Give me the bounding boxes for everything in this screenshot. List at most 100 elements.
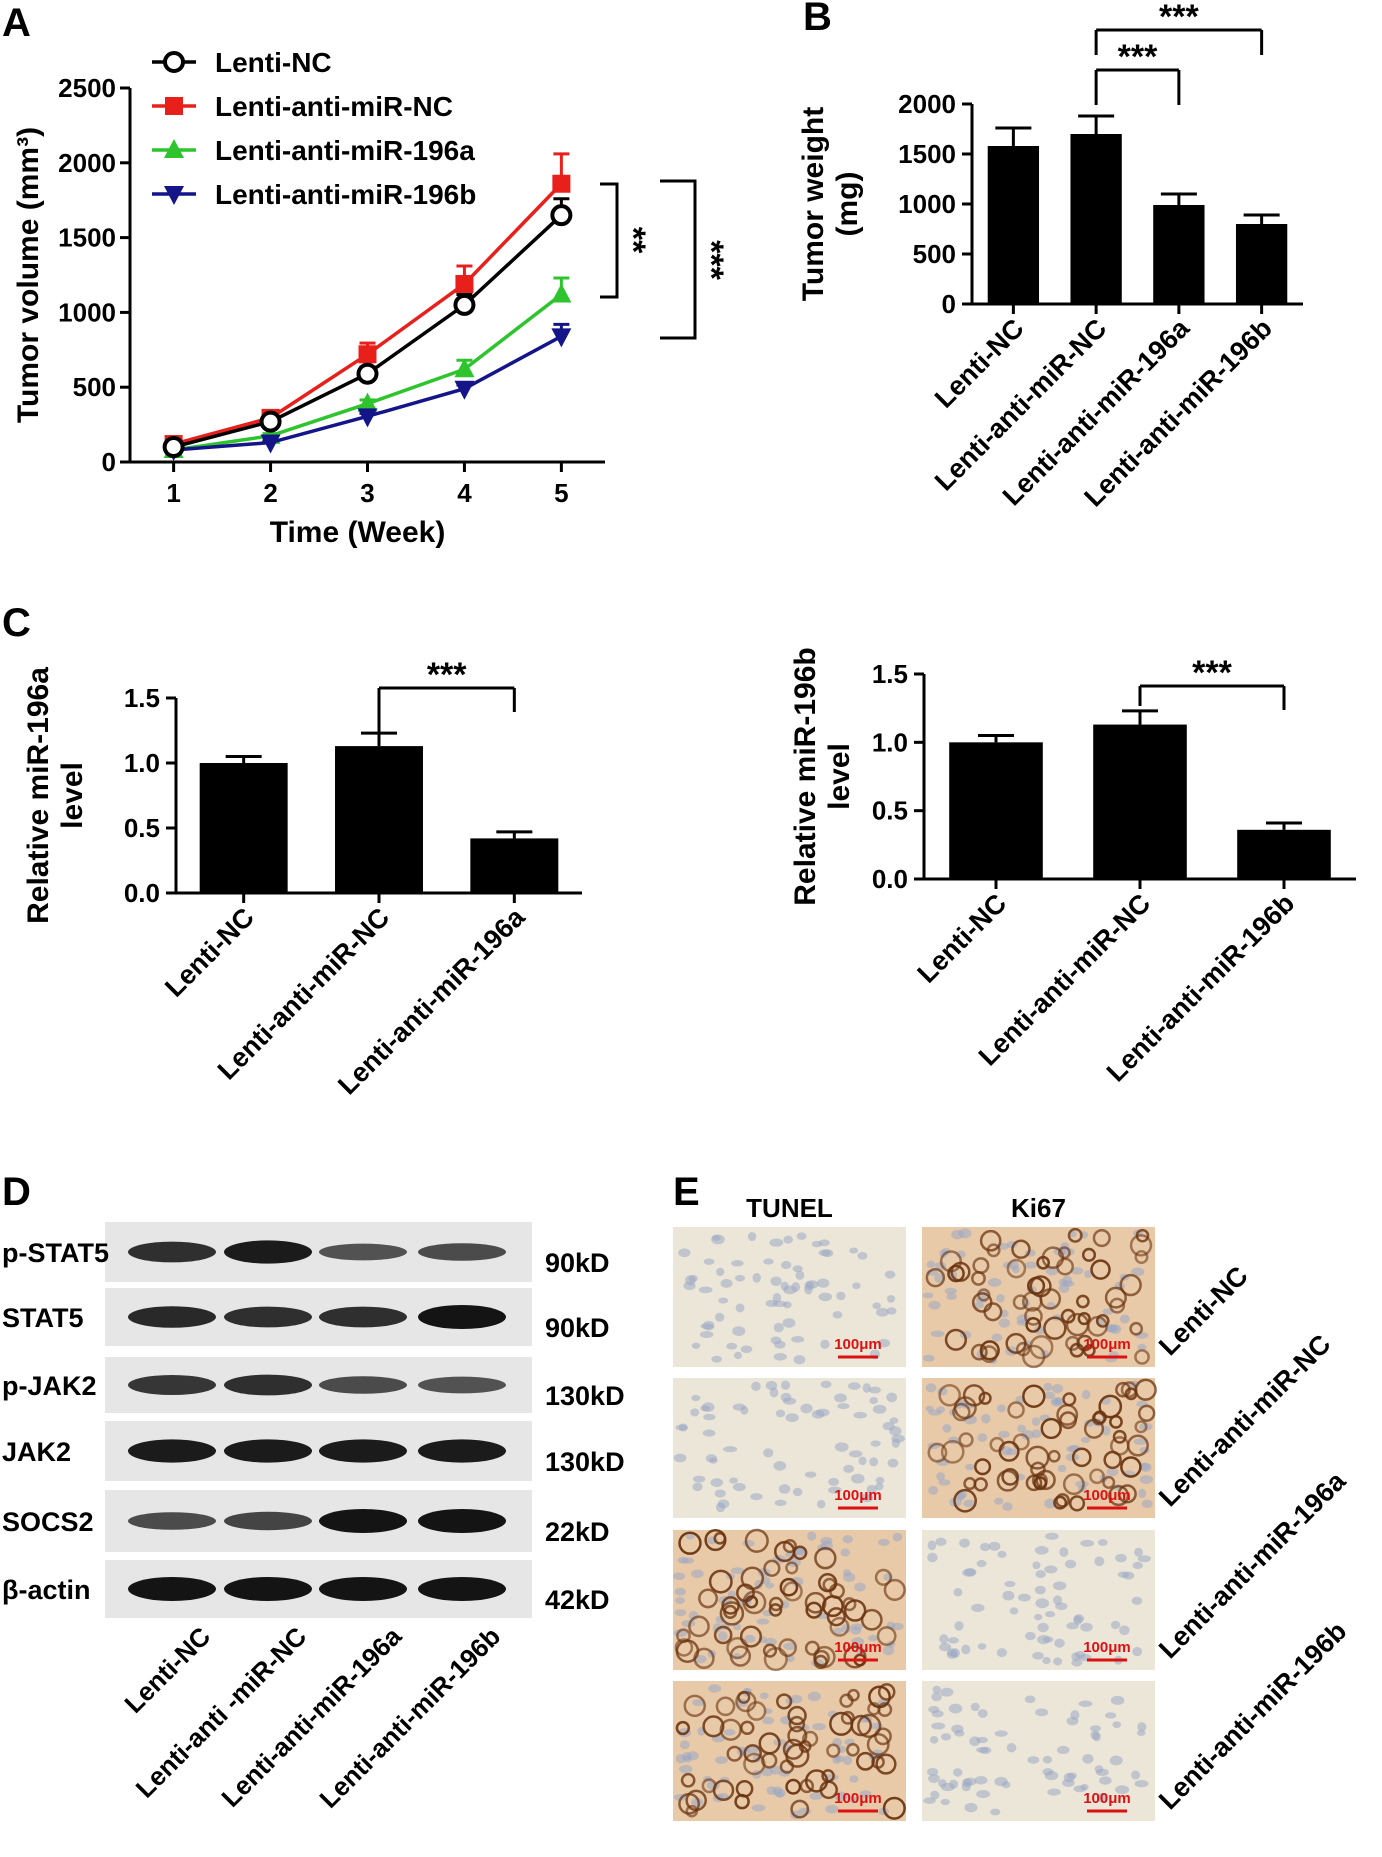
blot-band (128, 1439, 216, 1463)
stained-cell (829, 1616, 850, 1637)
nucleus (1066, 1622, 1079, 1630)
nucleus (1115, 1785, 1130, 1795)
nucleus (747, 1232, 757, 1242)
nucleus (1004, 1580, 1016, 1588)
nucleus (800, 1403, 813, 1414)
nucleus (1119, 1314, 1130, 1324)
nucleus (996, 1404, 1006, 1413)
nucleus (807, 1531, 817, 1541)
blot-band (319, 1243, 407, 1261)
stained-cell (1119, 1273, 1142, 1297)
stained-cell (788, 1715, 806, 1733)
nucleus (732, 1403, 746, 1411)
stained-cell (973, 1477, 988, 1492)
stained-cell (998, 1440, 1020, 1462)
nucleus (774, 1499, 787, 1506)
nucleus (795, 1270, 805, 1280)
nucleus (783, 1285, 797, 1295)
stained-cell (805, 1601, 823, 1619)
nucleus (773, 1352, 787, 1361)
stained-cell (804, 1591, 827, 1614)
nucleus (860, 1493, 874, 1503)
nucleus (818, 1292, 833, 1302)
x-tick-label: 4 (457, 478, 472, 508)
nucleus (990, 1808, 1001, 1816)
stained-cell (828, 1583, 845, 1600)
nucleus (884, 1270, 896, 1279)
nucleus (1131, 1596, 1143, 1605)
nucleus (690, 1408, 700, 1417)
nucleus (998, 1430, 1010, 1439)
nucleus (1134, 1780, 1149, 1788)
nucleus (994, 1730, 1008, 1737)
stained-cell (944, 1328, 968, 1351)
protein-label: STAT5 (2, 1303, 84, 1333)
y-tick-label: 0.0 (872, 864, 908, 894)
stained-cell (779, 1759, 795, 1774)
nucleus (1112, 1721, 1122, 1729)
nucleus (929, 1736, 939, 1744)
stained-cell (726, 1745, 743, 1762)
nucleus (842, 1535, 853, 1544)
nucleus (922, 1292, 934, 1299)
panel-labels: A B C D E (2, 0, 832, 1214)
y-tick-label: 0 (102, 447, 116, 477)
y-tick-label: 1.0 (124, 748, 160, 778)
blot-band (319, 1577, 407, 1601)
nucleus (681, 1752, 692, 1761)
nucleus (927, 1540, 937, 1551)
nucleus (928, 1409, 942, 1416)
nucleus (851, 1473, 865, 1484)
nucleus (796, 1232, 807, 1240)
y-axis-title: Relative miR-196b (789, 647, 822, 905)
nucleus (969, 1736, 981, 1747)
stained-cell (1124, 1387, 1138, 1401)
nucleus (1031, 1429, 1042, 1438)
nucleus (840, 1548, 850, 1557)
y-axis-title: Tumor volume (mm³) (12, 127, 45, 423)
nucleus (759, 1692, 769, 1700)
x-tick-label: Lenti-NC (159, 902, 260, 1003)
nucleus (974, 1776, 988, 1785)
blot-band (224, 1240, 312, 1264)
nucleus (891, 1438, 900, 1448)
y-axis-title-line2: (mg) (831, 172, 864, 237)
protein-label: p-STAT5 (2, 1238, 109, 1268)
nucleus (1043, 1391, 1056, 1400)
bar-Lenti-anti-miR-NC (1070, 134, 1122, 304)
stained-cell (1120, 1381, 1138, 1398)
y-tick-label: 0 (942, 289, 956, 319)
stained-cell (958, 1432, 974, 1448)
nucleus (1115, 1553, 1127, 1563)
nucleus (773, 1789, 786, 1798)
stained-cell (701, 1778, 717, 1794)
y-tick-label: 2000 (58, 148, 116, 178)
stained-cell (723, 1604, 738, 1619)
ihc-column-header: Ki67 (1011, 1193, 1066, 1223)
nucleus (1081, 1389, 1091, 1400)
stained-cell (802, 1730, 819, 1747)
stained-cell (840, 1710, 855, 1725)
scale-bar-label: 100μm (1083, 1487, 1131, 1504)
nucleus (1133, 1438, 1148, 1445)
nucleus (996, 1294, 1005, 1303)
ihc-image-TUNEL-1: 100μm (673, 1378, 906, 1518)
stained-cell (846, 1742, 860, 1757)
stained-cell (1134, 1420, 1148, 1434)
nucleus (732, 1326, 746, 1337)
stained-cell (971, 1292, 993, 1313)
nucleus (869, 1457, 879, 1467)
stained-cell (768, 1596, 784, 1612)
stained-cell (776, 1693, 793, 1710)
stained-cell (962, 1384, 986, 1407)
stained-cell (1067, 1227, 1083, 1243)
significance-label: *** (1159, 0, 1199, 36)
nucleus (882, 1645, 895, 1656)
nucleus (727, 1590, 737, 1598)
nucleus (964, 1568, 977, 1577)
stained-cell (790, 1799, 810, 1819)
nucleus (1070, 1710, 1080, 1720)
blot-band (319, 1439, 407, 1463)
molecular-weight-label: 90kD (545, 1248, 610, 1278)
